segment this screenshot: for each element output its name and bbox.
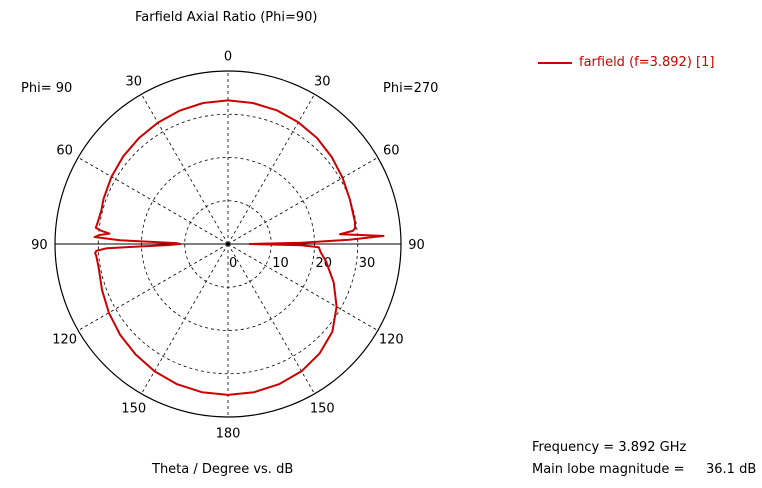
radial-tick-label: 30 bbox=[359, 256, 376, 271]
theta-tick-label: 0 bbox=[224, 49, 232, 64]
legend-entry: farfield (f=3.892) [1] bbox=[579, 55, 715, 70]
series-layer bbox=[93, 99, 385, 396]
frequency-readout: Frequency = 3.892 GHz bbox=[532, 440, 687, 455]
grid-spoke bbox=[77, 243, 229, 331]
theta-tick-label: 30 bbox=[125, 75, 142, 90]
theta-tick-label: 30 bbox=[314, 75, 331, 90]
grid-spoke bbox=[227, 157, 379, 245]
grid-spoke bbox=[141, 243, 229, 395]
main-lobe-label: Main lobe magnitude = bbox=[532, 462, 685, 477]
chart-title: Farfield Axial Ratio (Phi=90) bbox=[135, 10, 318, 25]
radial-tick-labels: 0 10 20 30 bbox=[229, 256, 375, 271]
theta-tick-label: 150 bbox=[121, 401, 146, 416]
theta-tick-label: 60 bbox=[56, 144, 73, 159]
theta-tick-label: 180 bbox=[216, 427, 241, 442]
main-lobe-value: 36.1 dB bbox=[706, 462, 757, 477]
radial-tick-label: 10 bbox=[272, 256, 289, 271]
theta-tick-label: 90 bbox=[31, 238, 48, 253]
grid-spoke bbox=[141, 93, 229, 245]
x-axis-label: Theta / Degree vs. dB bbox=[152, 462, 294, 477]
theta-tick-label: 60 bbox=[383, 144, 400, 159]
theta-tick-label: 120 bbox=[379, 332, 404, 347]
legend-swatch bbox=[538, 62, 572, 64]
grid-spoke bbox=[77, 157, 229, 245]
polar-grid bbox=[54, 70, 402, 418]
theta-tick-label: 120 bbox=[52, 332, 77, 347]
grid-spoke bbox=[227, 93, 315, 245]
theta-tick-labels: 0 30 60 90 120 150 180 150 120 90 60 30 bbox=[31, 49, 425, 441]
phi-left-label: Phi= 90 bbox=[21, 81, 73, 96]
series-line bbox=[93, 99, 385, 396]
phi-right-label: Phi=270 bbox=[383, 81, 439, 96]
theta-tick-label: 150 bbox=[310, 401, 335, 416]
theta-tick-label: 90 bbox=[408, 238, 425, 253]
grid-spoke bbox=[227, 243, 315, 395]
grid-spoke bbox=[227, 243, 379, 331]
radial-tick-label: 0 bbox=[229, 256, 237, 271]
